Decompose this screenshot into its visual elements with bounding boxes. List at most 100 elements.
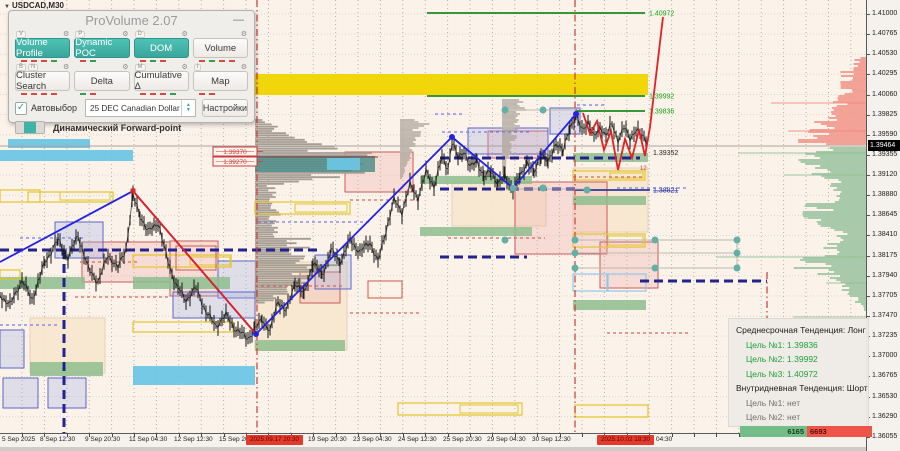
panel-button-volume[interactable]: Volume [192,38,248,58]
price-axis-label: 1.39120 [872,171,898,179]
level-lines: 1.40972 1.39992 1.39836 1.38821 1.39352 12 [0,0,866,433]
red-status-mark [208,92,215,95]
price-axis-tick [867,154,870,156]
chart-canvas[interactable]: 1.40972 1.39992 1.39836 1.38821 1.39352 12 1.3… [0,0,866,433]
hotkey-chips: V ⚙ [16,31,69,38]
red-status-mark [139,92,146,95]
hotkey-chip: V [16,31,27,38]
price-axis-label: 1.37705 [872,291,898,299]
time-axis-tick [514,434,516,437]
panel-button-row-1: V ⚙ Volume Profile P ⚙ Dynamic POC D ⚙ DOM ⚙ Volum… [13,30,250,63]
red-status-mark [149,92,156,95]
time-axis-tick [156,434,158,437]
red-status-mark [51,92,57,95]
contract-dropdown[interactable]: 25 DEC Canadian Dollar ▲ ▼ [85,99,196,117]
time-axis-label: 9 Sep 20:30 [85,436,121,443]
price-axis-tick [867,14,870,15]
red-status-mark [21,92,27,95]
panel-button-dynamic-poc[interactable]: Dynamic POC [74,37,130,59]
time-axis-tick [178,434,180,437]
time-axis-tick [313,434,315,437]
status-marks [134,91,189,96]
hotkey-chip: P [75,31,86,38]
time-axis[interactable]: 5 Sep 2025 8 Sep 12:30 9 Sep 20:30 11 Sep 0… [0,433,866,447]
autoselect-checkbox[interactable]: ✓ [15,101,27,115]
red-status-mark [198,92,205,95]
current-price-label: 1.39464 [868,140,900,151]
zone-boxes [0,107,659,409]
time-axis-label: 15 Sep 20:30 [219,436,258,443]
gear-icon[interactable]: ⚙ [181,31,188,38]
gear-icon[interactable]: ⚙ [240,64,247,71]
panel-button-dom[interactable]: DOM [133,38,189,58]
buy-volume-value: 6165 [740,426,807,437]
forward-point-toggle[interactable] [15,121,45,134]
price-axis[interactable]: 1.39464 1.41000 1.40765 1.40530 1.40295 1.40… [866,0,900,451]
time-axis-tick [66,434,68,437]
time-axis-tick [559,434,561,437]
time-axis-highlight: 2025.09.17 20:30 [246,435,303,445]
price-axis-label: 1.40765 [872,30,898,38]
price-axis-label: 1.37235 [872,332,898,340]
svg-text:1.39992: 1.39992 [649,94,674,101]
red-status-mark [90,92,97,95]
panel-button-delta[interactable]: Delta [74,71,130,91]
status-marks [193,91,248,96]
gear-icon[interactable]: ⚙ [62,64,70,71]
red-status-mark [159,59,166,62]
hotkey-chips: D ⚙ [134,31,188,38]
svg-text:1.40972: 1.40972 [649,11,674,18]
price-axis-label: 1.37000 [872,352,898,360]
price-axis-tick [867,94,870,96]
dropdown-triangle-icon: ▼ [4,4,10,10]
color-bands [0,74,648,385]
trend-target: Цель №3: 1.40972 [746,368,818,379]
price-axis-tick [867,34,870,36]
gear-icon[interactable]: ⚙ [62,31,70,38]
time-axis-tick [738,434,740,437]
volume-counter-bar: 6165 6693 [740,426,872,437]
poc-price-labels: 1.39370 1.39270 [212,146,263,167]
autoselect-label: Автовыбор [30,103,78,113]
time-axis-tick [537,434,539,437]
price-axis-label: 1.36055 [872,432,898,440]
price-axis-label: 1.41000 [872,10,898,17]
price-axis-tick [867,74,870,76]
settings-button[interactable]: Настройки [201,99,248,117]
hotkey-chips: I ⚙ [193,64,247,71]
time-axis-tick [582,434,583,437]
price-axis-tick [867,255,870,257]
gear-icon[interactable]: ⚙ [240,31,247,38]
time-axis-label: 25 Sep 20:30 [443,436,482,443]
gear-icon[interactable]: ⚙ [122,31,129,38]
hotkey-chip: I [193,64,202,71]
hotkey-chip: D [134,31,145,38]
time-axis-tick [201,434,203,437]
panel-button-cell: M ⚙ Cumulative Δ [133,63,189,96]
sell-volume-value: 6693 [807,426,872,437]
gear-icon[interactable]: ⚙ [122,64,129,71]
gear-icon[interactable]: ⚙ [181,64,188,71]
time-axis-tick [44,434,46,437]
price-axis-label: 1.38880 [872,191,898,199]
candles [0,109,647,347]
symbol-label[interactable]: ▼ USDCAD,M30 [4,1,64,10]
price-axis-tick [867,54,870,56]
spinner-arrows-icon[interactable]: ▲ ▼ [180,100,195,116]
forward-point-dots [501,106,741,272]
panel-button-cluster-search[interactable]: Cluster Search [15,70,71,92]
symbol-text: USDCAD,M30 [11,1,64,10]
time-axis-tick [694,434,695,437]
time-axis-label: 12 Sep 12:30 [174,436,213,443]
time-axis-tick [358,434,359,437]
minimize-button[interactable]: — [233,14,244,26]
delta-profile-right [716,57,866,405]
panel-button-cumulative[interactable]: Cumulative Δ [133,70,189,92]
panel-button-map[interactable]: Map [192,71,248,91]
time-axis-tick [402,434,404,437]
svg-text:12: 12 [640,166,647,172]
trend-target: Цель №1: 1.39836 [746,339,818,350]
time-axis-tick [380,434,382,437]
panel-button-volume-profile[interactable]: Volume Profile [15,37,71,59]
red-status-mark [228,59,235,62]
